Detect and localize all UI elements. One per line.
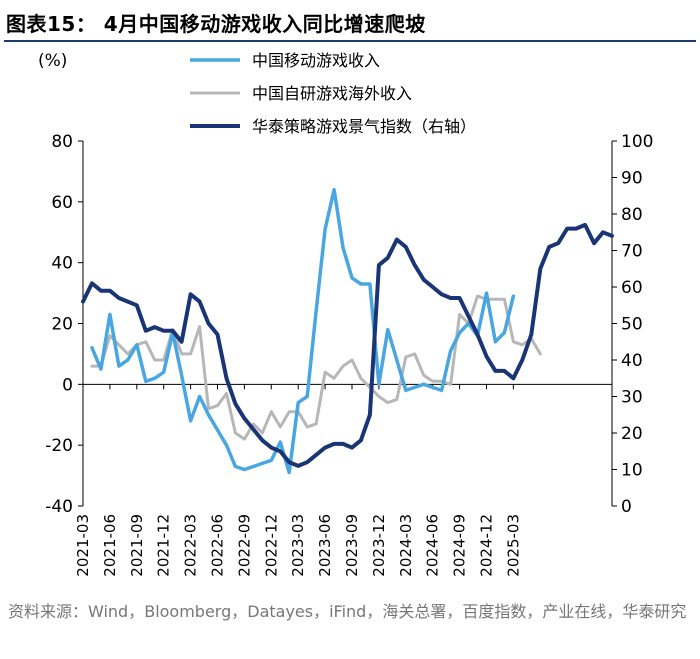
- x-tick-label: 2024-06: [424, 514, 442, 577]
- x-tick-label: 2023-09: [343, 514, 361, 577]
- x-tick-label: 2023-03: [289, 514, 307, 577]
- left-tick-label: 0: [62, 375, 73, 395]
- left-y-axis: (%) -40 -20 0 20 40 60 80: [38, 51, 84, 517]
- x-tick-label: 2022-03: [182, 514, 200, 577]
- right-y-axis: 0 10 20 30 40 50 60 70 80 90 100: [611, 132, 653, 517]
- series-line-1: [90, 187, 516, 475]
- left-axis-unit: (%): [38, 51, 67, 71]
- x-axis: 2021-03 2021-06 2021-09 2021-12 2022-03 2022-…: [74, 383, 612, 577]
- series-line-3: [81, 222, 614, 468]
- x-tick-label: 2022-09: [235, 514, 253, 577]
- right-tick-label: 80: [621, 205, 643, 225]
- right-tick-label: 10: [621, 461, 643, 481]
- source-note: 资料来源：Wind，Bloomberg，Datayes，iFind，海关总署，百…: [8, 602, 687, 621]
- series-lines: [81, 187, 614, 475]
- x-tick-label: 2022-06: [208, 514, 226, 577]
- x-tick-label: 2025-03: [504, 514, 522, 577]
- left-tick-label: 40: [51, 254, 73, 274]
- x-tick-label: 2021-03: [74, 514, 92, 577]
- right-tick-label: 20: [621, 424, 643, 444]
- left-tick-label: 80: [51, 132, 73, 152]
- x-tick-label: 2024-03: [397, 514, 415, 577]
- left-tick-label: 20: [51, 315, 73, 335]
- right-tick-label: 100: [621, 132, 653, 152]
- x-tick-label: 2024-09: [451, 514, 469, 577]
- right-tick-label: 50: [621, 315, 643, 335]
- legend-label-3: 华泰策略游戏景气指数（右轴）: [252, 117, 476, 136]
- right-tick-label: 60: [621, 278, 643, 298]
- right-tick-label: 40: [621, 351, 643, 371]
- left-tick-label: -40: [45, 497, 73, 517]
- title-bar: 图表15： 4月中国移动游戏收入同比增速爬坡: [0, 0, 700, 42]
- x-tick-label: 2024-12: [477, 514, 495, 577]
- right-tick-label: 70: [621, 242, 643, 262]
- x-tick-label: 2021-12: [155, 514, 173, 577]
- left-tick-label: -20: [45, 436, 73, 456]
- right-tick-label: 90: [621, 169, 643, 189]
- chart-title: 图表15： 4月中国移动游戏收入同比增速爬坡: [6, 12, 426, 36]
- left-tick-label: 60: [51, 193, 73, 213]
- series-line-2: [90, 294, 542, 441]
- legend-label-2: 中国自研游戏海外收入: [252, 84, 412, 103]
- legend-label-1: 中国移动游戏收入: [252, 51, 380, 70]
- x-tick-label: 2021-09: [128, 514, 146, 577]
- x-tick-label: 2023-12: [370, 514, 388, 577]
- x-tick-label: 2022-12: [262, 514, 280, 577]
- right-tick-label: 0: [621, 497, 632, 517]
- title-divider: [4, 40, 696, 42]
- right-tick-label: 30: [621, 388, 643, 408]
- x-tick-label: 2023-06: [316, 514, 334, 577]
- x-tick-label: 2021-06: [101, 514, 119, 577]
